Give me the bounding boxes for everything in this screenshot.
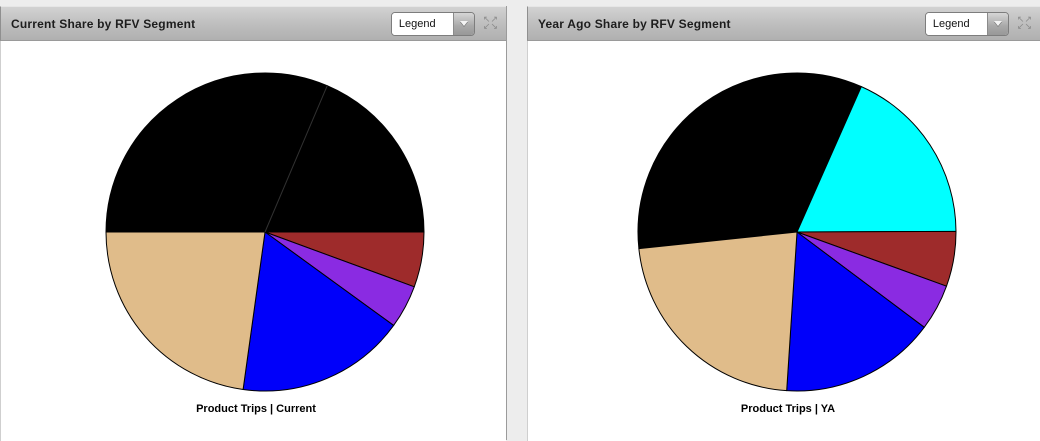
pie-slice[interactable] [105,72,328,233]
legend-dropdown[interactable]: Legend [390,11,475,36]
pie-slice[interactable] [796,86,957,233]
chevron-down-icon[interactable] [986,12,1008,35]
panel-header: Year Ago Share by RFV Segment Legend ↖↗ … [527,6,1040,41]
pie-slice[interactable] [105,231,266,390]
panel-title: Current Share by RFV Segment [11,16,196,31]
pie-slice-divider [264,85,328,233]
panel-current-share: Current Share by RFV Segment Legend ↖↗ ↙… [0,6,507,441]
pie-slice[interactable] [242,231,395,392]
pie-slice[interactable] [264,85,425,233]
expand-arrows-icon[interactable]: ↖↗ ↙↘ [1016,15,1032,32]
expand-arrows-bottom: ↙↘ [482,22,498,32]
header-controls: Legend ↖↗ ↙↘ [390,11,506,36]
expand-arrows-icon[interactable]: ↖↗ ↙↘ [482,15,498,32]
expand-arrows-top: ↖↗ [1016,15,1032,25]
panel-year-ago-share: Year Ago Share by RFV Segment Legend ↖↗ … [527,6,1040,441]
header-controls: Legend ↖↗ ↙↘ [924,11,1040,36]
panel-title: Year Ago Share by RFV Segment [538,16,731,31]
chart-area: Product Trips | Current [0,41,506,441]
legend-dropdown-value[interactable]: Legend [925,12,987,35]
chart-area: Product Trips | YA [527,41,1040,441]
expand-arrows-bottom: ↙↘ [1016,22,1032,32]
chart-label: Product Trips | Current [196,403,316,415]
expand-arrows-top: ↖↗ [482,15,498,25]
panel-header: Current Share by RFV Segment Legend ↖↗ ↙… [0,6,506,41]
legend-dropdown[interactable]: Legend [924,11,1009,36]
chevron-down-icon[interactable] [452,12,474,35]
pie-slice[interactable] [638,231,798,392]
chart-label: Product Trips | YA [740,403,836,415]
pie-slice[interactable] [786,231,925,392]
legend-dropdown-value[interactable]: Legend [391,12,453,35]
pie-chart-current[interactable] [104,71,426,393]
pie-chart-year-ago[interactable] [636,71,958,393]
pie-slice[interactable] [637,72,862,250]
